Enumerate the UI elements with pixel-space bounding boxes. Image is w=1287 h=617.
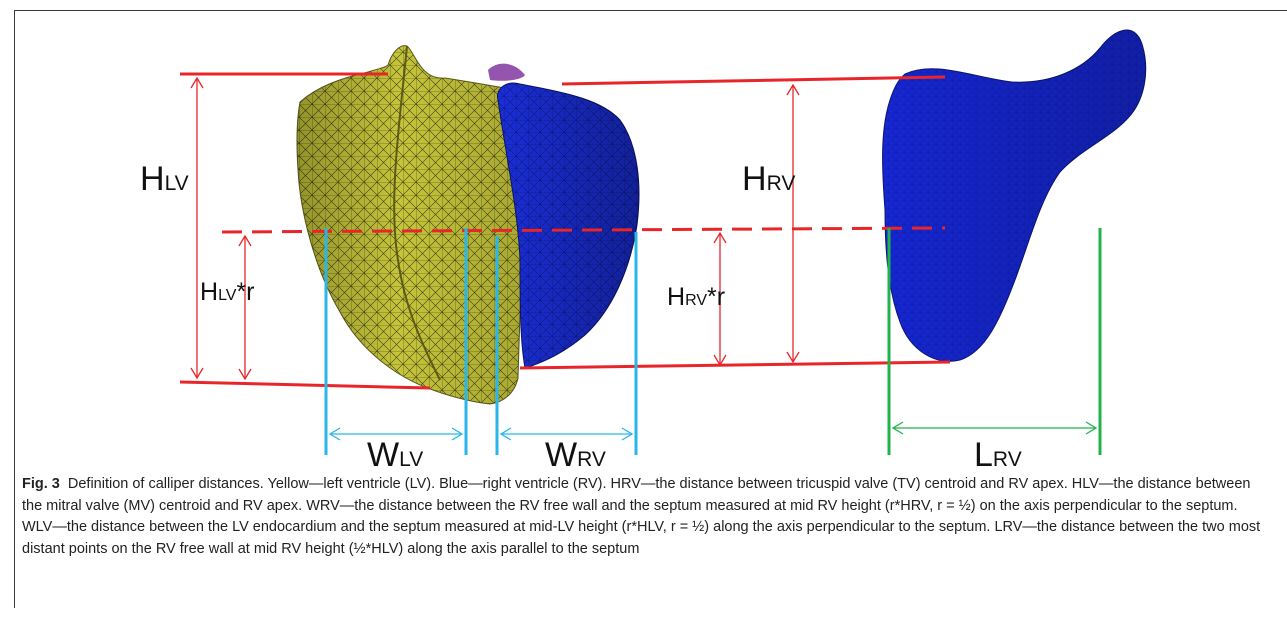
calliper-figure: HLV HLV*r HRV HRV*r WLV WRV LRV <box>140 29 1147 470</box>
w-lv-arrow-head-left <box>328 427 341 441</box>
lv-bottom-line <box>179 380 431 390</box>
figure-caption-label: Fig. 3 <box>22 476 60 492</box>
h-rv-arrow-head-bottom <box>786 351 800 364</box>
h-rv-r-arrow-head-bottom <box>713 354 727 367</box>
septum-edge <box>393 45 441 381</box>
l-rv-arrow-head-left <box>891 421 904 435</box>
height-lines <box>179 72 951 390</box>
l-rv-arrow-head-right <box>1085 421 1098 435</box>
h-lv-arrow-head-top <box>190 76 204 89</box>
h-lv-arrow-head-bottom <box>190 367 204 380</box>
w-rv-arrow-head-left <box>499 427 512 441</box>
valve-rim <box>488 63 525 81</box>
label-w-rv: WRV <box>545 436 606 470</box>
length-lines <box>887 228 1102 455</box>
w-rv-arrow-head-right <box>621 427 634 441</box>
rv-top-line <box>561 75 946 86</box>
label-h-lv: HLV <box>140 160 189 198</box>
h-rv-r-arrow-head-top <box>713 231 727 244</box>
rv-isolated-shade <box>882 30 1146 362</box>
frame-left-border <box>14 10 15 608</box>
lv-mesh-shade <box>296 45 525 405</box>
rv-isolated-mesh <box>882 29 1147 362</box>
mid-height-dashed-line <box>221 226 946 234</box>
figure-caption-text: Definition of calliper distances. Yellow… <box>22 476 1261 557</box>
label-h-lv-r: HLV*r <box>200 278 255 306</box>
label-h-rv: HRV <box>742 160 795 198</box>
h-rv-arrow-head-top <box>786 83 800 96</box>
figure-caption: Fig. 3 Definition of calliper distances. … <box>22 474 1267 560</box>
frame-top-border <box>14 10 1287 11</box>
w-lv-arrow-head-right <box>451 427 464 441</box>
label-h-rv-r: HRV*r <box>667 283 725 311</box>
h-lv-r-arrow-head-bottom <box>238 368 252 381</box>
rv-mesh-shade <box>497 83 639 368</box>
label-l-rv: LRV <box>974 436 1022 470</box>
h-lv-r-arrow-head-top <box>238 234 252 247</box>
label-w-lv: WLV <box>367 436 423 470</box>
rv-bottom-line <box>519 360 951 370</box>
biventricular-mesh <box>296 45 640 405</box>
width-lines <box>324 228 638 455</box>
